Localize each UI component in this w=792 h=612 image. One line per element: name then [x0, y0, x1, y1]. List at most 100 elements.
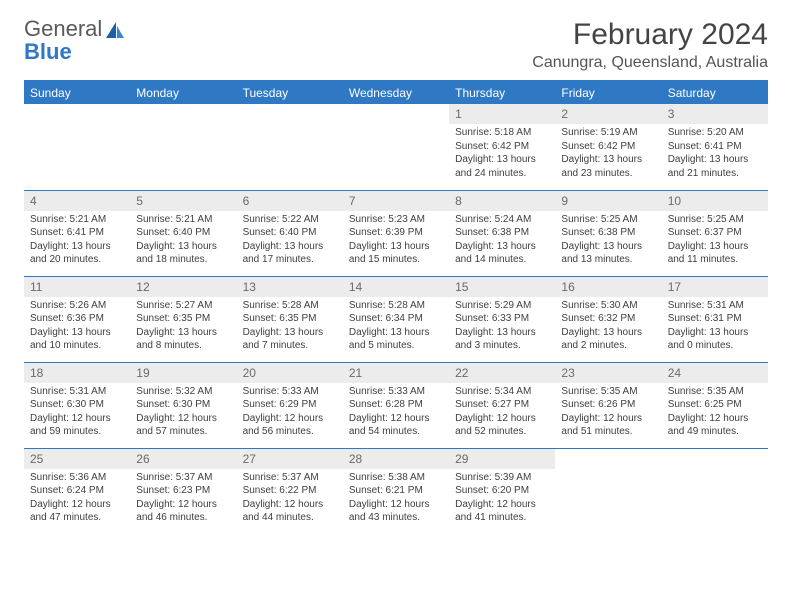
calendar-cell: 12Sunrise: 5:27 AMSunset: 6:35 PMDayligh… — [130, 276, 236, 362]
day-body: Sunrise: 5:33 AMSunset: 6:28 PMDaylight:… — [343, 383, 449, 443]
header: General Blue February 2024 Canungra, Que… — [24, 18, 768, 72]
calendar-week-row: 4Sunrise: 5:21 AMSunset: 6:41 PMDaylight… — [24, 190, 768, 276]
sunset-line: Sunset: 6:37 PM — [668, 226, 762, 240]
daylight2-line: and 18 minutes. — [136, 253, 230, 267]
calendar-cell: 8Sunrise: 5:24 AMSunset: 6:38 PMDaylight… — [449, 190, 555, 276]
calendar-cell: 3Sunrise: 5:20 AMSunset: 6:41 PMDaylight… — [662, 104, 768, 190]
day-body: Sunrise: 5:24 AMSunset: 6:38 PMDaylight:… — [449, 211, 555, 271]
logo-word1: General — [24, 16, 102, 41]
day-number: 21 — [343, 363, 449, 383]
day-body: Sunrise: 5:32 AMSunset: 6:30 PMDaylight:… — [130, 383, 236, 443]
sunset-line: Sunset: 6:40 PM — [243, 226, 337, 240]
day-body: Sunrise: 5:35 AMSunset: 6:26 PMDaylight:… — [555, 383, 661, 443]
daylight1-line: Daylight: 12 hours — [243, 498, 337, 512]
day-number: 14 — [343, 277, 449, 297]
calendar-cell: 4Sunrise: 5:21 AMSunset: 6:41 PMDaylight… — [24, 190, 130, 276]
calendar-body: ........1Sunrise: 5:18 AMSunset: 6:42 PM… — [24, 104, 768, 534]
calendar-cell: 27Sunrise: 5:37 AMSunset: 6:22 PMDayligh… — [237, 448, 343, 534]
day-number: 8 — [449, 191, 555, 211]
calendar-cell: 14Sunrise: 5:28 AMSunset: 6:34 PMDayligh… — [343, 276, 449, 362]
day-number: 12 — [130, 277, 236, 297]
sunrise-line: Sunrise: 5:21 AM — [30, 213, 124, 227]
calendar-cell: 21Sunrise: 5:33 AMSunset: 6:28 PMDayligh… — [343, 362, 449, 448]
sunrise-line: Sunrise: 5:36 AM — [30, 471, 124, 485]
calendar-cell: .. — [24, 104, 130, 190]
calendar-cell: 13Sunrise: 5:28 AMSunset: 6:35 PMDayligh… — [237, 276, 343, 362]
day-number: 29 — [449, 449, 555, 469]
day-number: 1 — [449, 104, 555, 124]
weekday-header: Wednesday — [343, 81, 449, 104]
day-number: 6 — [237, 191, 343, 211]
sunrise-line: Sunrise: 5:18 AM — [455, 126, 549, 140]
daylight1-line: Daylight: 13 hours — [561, 153, 655, 167]
daylight1-line: Daylight: 13 hours — [561, 240, 655, 254]
sunset-line: Sunset: 6:36 PM — [30, 312, 124, 326]
sunset-line: Sunset: 6:42 PM — [455, 140, 549, 154]
daylight2-line: and 10 minutes. — [30, 339, 124, 353]
weekday-header: Friday — [555, 81, 661, 104]
sunset-line: Sunset: 6:35 PM — [136, 312, 230, 326]
day-body: Sunrise: 5:19 AMSunset: 6:42 PMDaylight:… — [555, 124, 661, 184]
sunset-line: Sunset: 6:41 PM — [30, 226, 124, 240]
daylight1-line: Daylight: 12 hours — [561, 412, 655, 426]
daylight2-line: and 44 minutes. — [243, 511, 337, 525]
daylight2-line: and 47 minutes. — [30, 511, 124, 525]
day-number: 22 — [449, 363, 555, 383]
daylight2-line: and 20 minutes. — [30, 253, 124, 267]
daylight1-line: Daylight: 13 hours — [349, 326, 443, 340]
logo: General Blue — [24, 18, 126, 64]
weekday-row: Sunday Monday Tuesday Wednesday Thursday… — [24, 81, 768, 104]
sunset-line: Sunset: 6:30 PM — [136, 398, 230, 412]
sunset-line: Sunset: 6:42 PM — [561, 140, 655, 154]
sunset-line: Sunset: 6:25 PM — [668, 398, 762, 412]
sunrise-line: Sunrise: 5:25 AM — [668, 213, 762, 227]
sunrise-line: Sunrise: 5:32 AM — [136, 385, 230, 399]
daylight1-line: Daylight: 12 hours — [455, 412, 549, 426]
calendar-cell: 23Sunrise: 5:35 AMSunset: 6:26 PMDayligh… — [555, 362, 661, 448]
sunset-line: Sunset: 6:21 PM — [349, 484, 443, 498]
sunset-line: Sunset: 6:27 PM — [455, 398, 549, 412]
daylight1-line: Daylight: 12 hours — [349, 412, 443, 426]
day-number: 11 — [24, 277, 130, 297]
daylight1-line: Daylight: 13 hours — [349, 240, 443, 254]
day-number: 18 — [24, 363, 130, 383]
calendar-table: Sunday Monday Tuesday Wednesday Thursday… — [24, 80, 768, 534]
sunset-line: Sunset: 6:29 PM — [243, 398, 337, 412]
sunrise-line: Sunrise: 5:25 AM — [561, 213, 655, 227]
day-body: Sunrise: 5:21 AMSunset: 6:40 PMDaylight:… — [130, 211, 236, 271]
sunrise-line: Sunrise: 5:37 AM — [136, 471, 230, 485]
day-body: Sunrise: 5:28 AMSunset: 6:34 PMDaylight:… — [343, 297, 449, 357]
sunrise-line: Sunrise: 5:34 AM — [455, 385, 549, 399]
daylight2-line: and 52 minutes. — [455, 425, 549, 439]
day-number: 25 — [24, 449, 130, 469]
calendar-week-row: 25Sunrise: 5:36 AMSunset: 6:24 PMDayligh… — [24, 448, 768, 534]
daylight2-line: and 3 minutes. — [455, 339, 549, 353]
sunset-line: Sunset: 6:35 PM — [243, 312, 337, 326]
calendar-cell: 9Sunrise: 5:25 AMSunset: 6:38 PMDaylight… — [555, 190, 661, 276]
calendar-cell: 29Sunrise: 5:39 AMSunset: 6:20 PMDayligh… — [449, 448, 555, 534]
day-number: 13 — [237, 277, 343, 297]
daylight1-line: Daylight: 13 hours — [668, 240, 762, 254]
sunrise-line: Sunrise: 5:28 AM — [243, 299, 337, 313]
daylight1-line: Daylight: 12 hours — [243, 412, 337, 426]
day-number: 10 — [662, 191, 768, 211]
sunset-line: Sunset: 6:38 PM — [561, 226, 655, 240]
calendar-cell: 17Sunrise: 5:31 AMSunset: 6:31 PMDayligh… — [662, 276, 768, 362]
sunrise-line: Sunrise: 5:31 AM — [668, 299, 762, 313]
day-body: Sunrise: 5:18 AMSunset: 6:42 PMDaylight:… — [449, 124, 555, 184]
daylight2-line: and 51 minutes. — [561, 425, 655, 439]
day-body: Sunrise: 5:35 AMSunset: 6:25 PMDaylight:… — [662, 383, 768, 443]
day-body: Sunrise: 5:30 AMSunset: 6:32 PMDaylight:… — [555, 297, 661, 357]
calendar-cell: .. — [662, 448, 768, 534]
daylight2-line: and 41 minutes. — [455, 511, 549, 525]
sunset-line: Sunset: 6:26 PM — [561, 398, 655, 412]
day-body: Sunrise: 5:37 AMSunset: 6:23 PMDaylight:… — [130, 469, 236, 529]
daylight2-line: and 5 minutes. — [349, 339, 443, 353]
location: Canungra, Queensland, Australia — [532, 54, 768, 72]
day-body: Sunrise: 5:28 AMSunset: 6:35 PMDaylight:… — [237, 297, 343, 357]
daylight2-line: and 57 minutes. — [136, 425, 230, 439]
daylight2-line: and 24 minutes. — [455, 167, 549, 181]
daylight2-line: and 15 minutes. — [349, 253, 443, 267]
day-number: 7 — [343, 191, 449, 211]
sunset-line: Sunset: 6:30 PM — [30, 398, 124, 412]
